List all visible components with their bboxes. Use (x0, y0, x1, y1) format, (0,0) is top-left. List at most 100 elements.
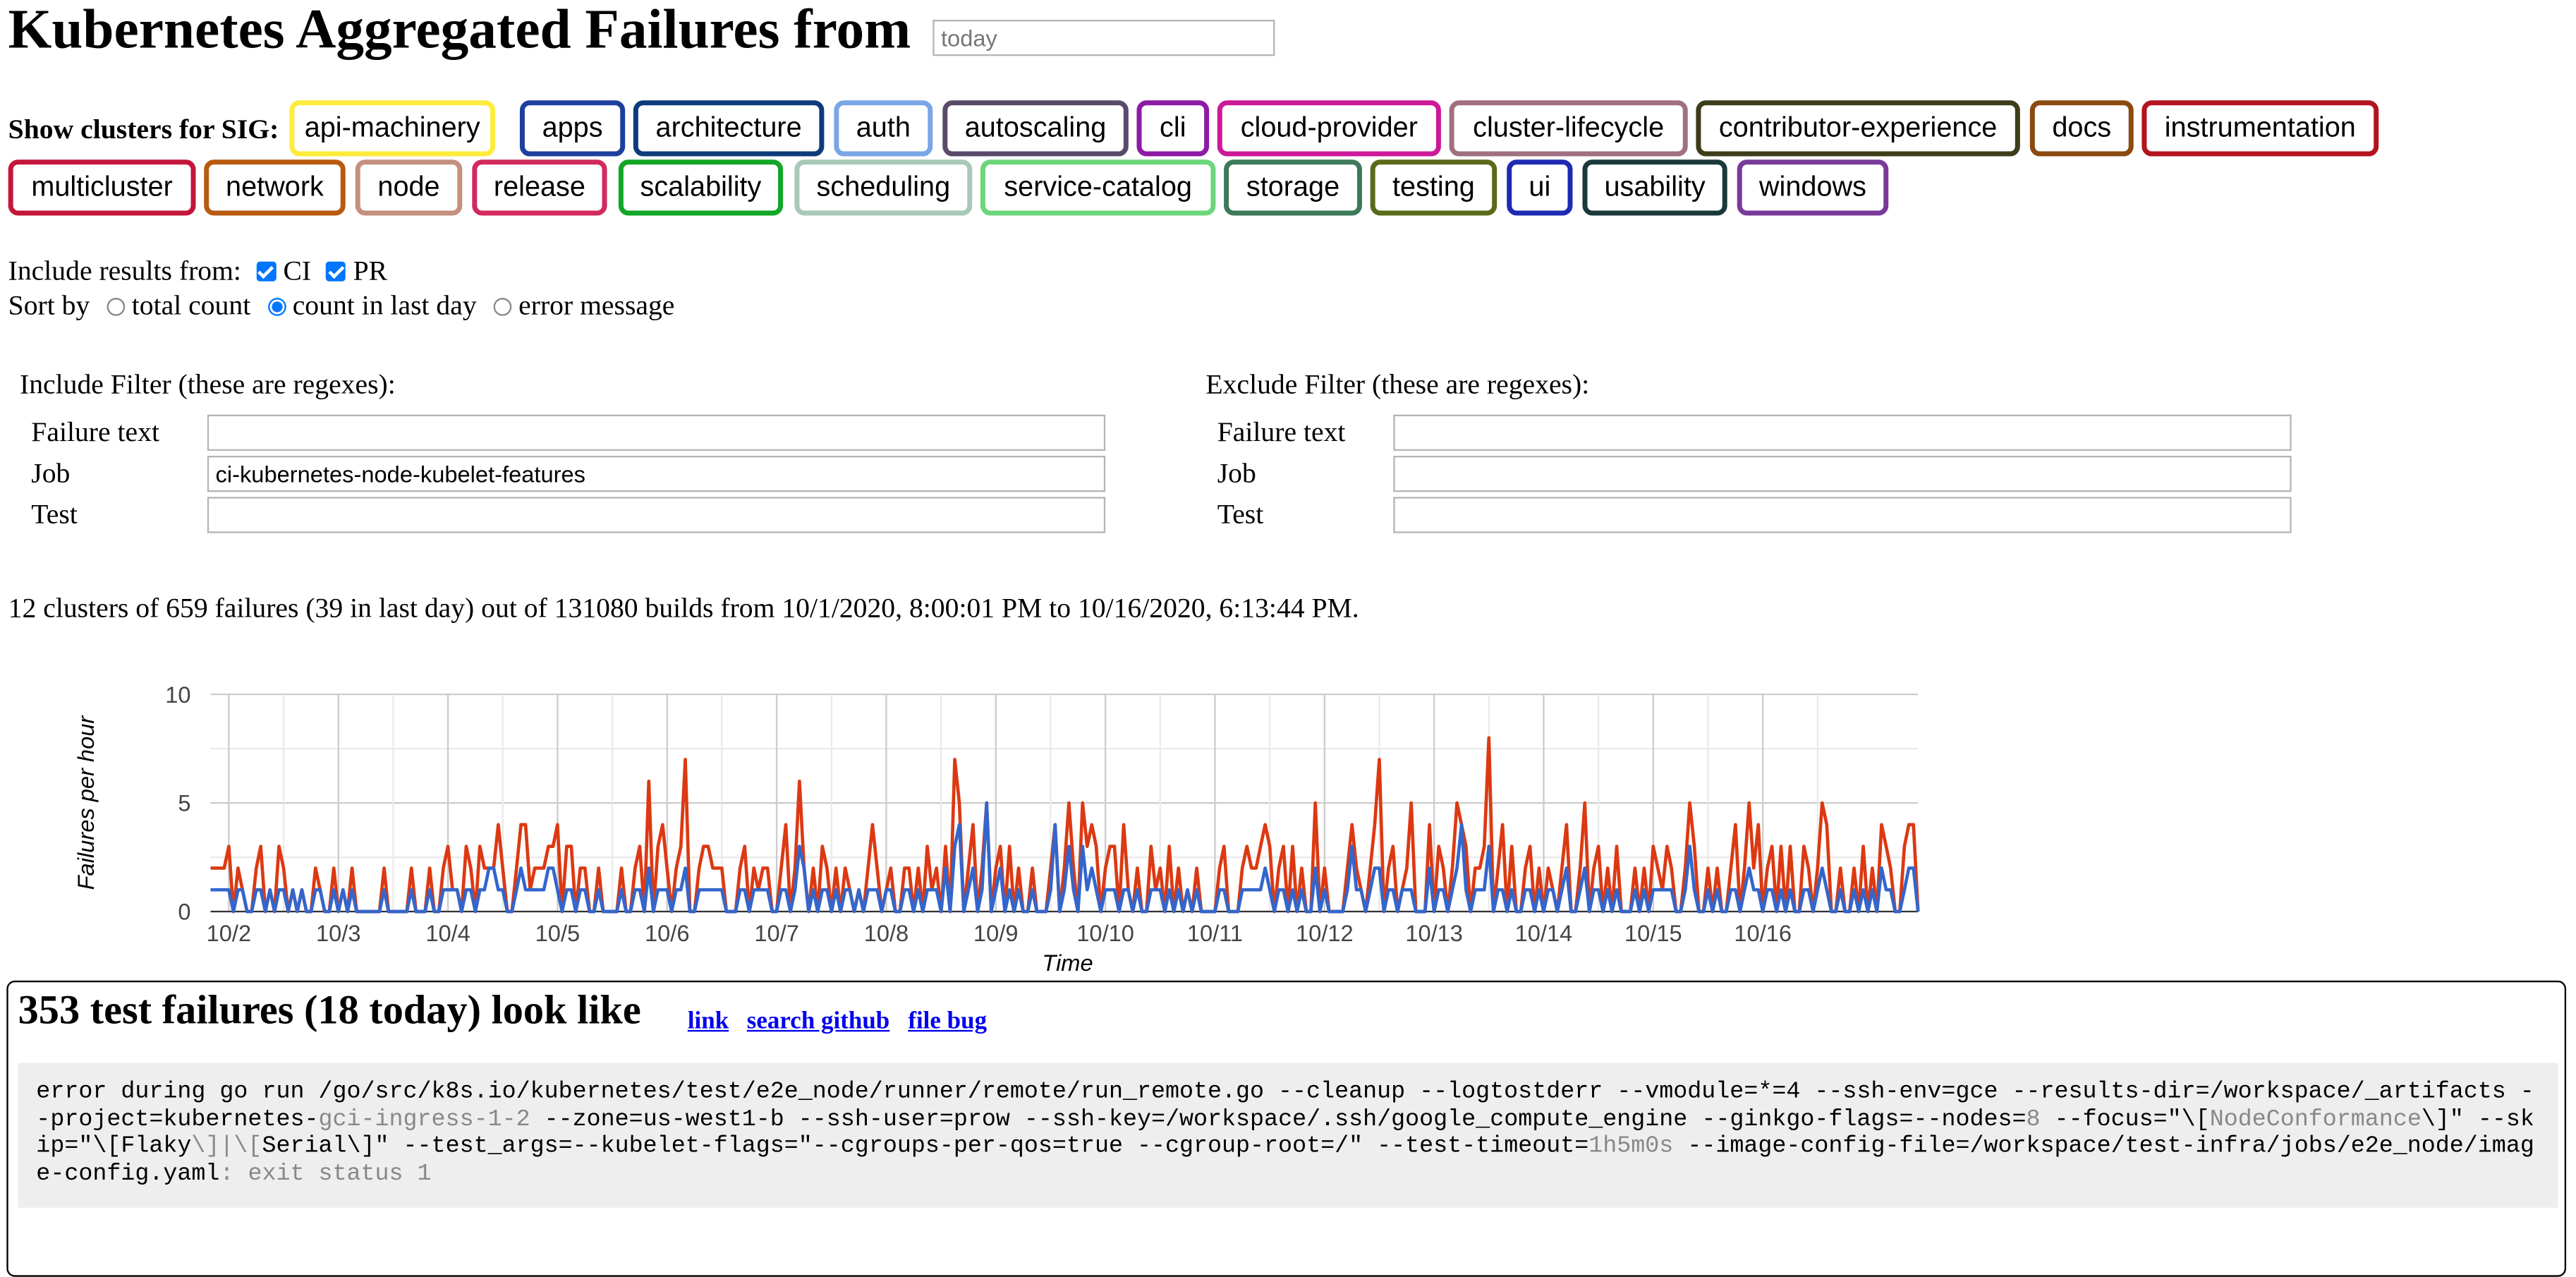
failure-text-block: error during go run /go/src/k8s.io/kuber… (18, 1063, 2558, 1208)
include-failure-text-label: Failure text (31, 416, 159, 448)
sig-button-cloud-provider[interactable]: cloud-provider (1217, 100, 1441, 157)
sig-button-windows[interactable]: windows (1737, 159, 1889, 216)
summary-text: 12 clusters of 659 failures (39 in last … (8, 592, 1359, 624)
sort-row: Sort by total count count in last day er… (8, 289, 675, 322)
sig-button-scheduling[interactable]: scheduling (794, 159, 973, 216)
page-title: Kubernetes Aggregated Failures from (8, 0, 911, 61)
include-failure-text-input[interactable] (207, 414, 1106, 451)
sig-button-cli[interactable]: cli (1136, 100, 1210, 157)
cluster-link[interactable]: link (687, 1008, 729, 1035)
series-line-0 (210, 736, 1920, 914)
failure-text-dim: 8 (2026, 1106, 2041, 1133)
x-tick-label: 10/9 (973, 920, 1019, 946)
sig-button-storage[interactable]: storage (1224, 159, 1362, 216)
x-tick-label: 10/7 (754, 920, 799, 946)
x-tick-label: 10/12 (1296, 920, 1354, 946)
sig-button-apps[interactable]: apps (519, 100, 626, 157)
sig-button-service-catalog[interactable]: service-catalog (980, 159, 1216, 216)
x-tick-label: 10/10 (1076, 920, 1134, 946)
sig-button-node[interactable]: node (355, 159, 463, 216)
chart-y-ticks: 0 5 10 (165, 682, 190, 925)
sig-button-contributor-experience[interactable]: contributor-experience (1696, 100, 2020, 157)
failure-text-segment: --zone=us-west1-b --ssh-user=prow --ssh-… (530, 1106, 2027, 1133)
sig-button-release[interactable]: release (472, 159, 607, 216)
sort-error-message-radio[interactable] (493, 298, 512, 316)
x-tick-label: 10/16 (1734, 920, 1792, 946)
search-github-link[interactable]: search github (746, 1008, 890, 1035)
failure-text-segment: \]" --skip="\[Flaky (36, 1106, 2534, 1161)
sort-label: Sort by (8, 289, 90, 321)
exclude-test-input[interactable] (1393, 497, 2292, 533)
include-test-label: Test (31, 498, 78, 530)
x-tick-label: 10/13 (1405, 920, 1463, 946)
results-source-label: Include results from: (8, 255, 241, 286)
cluster-heading: 353 test failures (18 today) look like (18, 988, 641, 1034)
failure-text-dim: NodeConformance (2209, 1106, 2422, 1133)
failure-text-segment: --image-config-file=/workspace/test-infr… (36, 1133, 2534, 1187)
failure-text-dim: 1h5m0s (1588, 1133, 1674, 1161)
results-source-row: Include results from: CI PR (8, 255, 387, 288)
y-tick-label: 0 (178, 899, 190, 925)
x-tick-label: 10/8 (864, 920, 909, 946)
sort-last-day-radio[interactable] (267, 298, 286, 316)
x-tick-label: 10/11 (1187, 920, 1243, 946)
file-bug-link[interactable]: file bug (908, 1008, 988, 1035)
x-tick-label: 10/5 (535, 920, 580, 946)
chart-x-ticks: 10/2 10/3 10/4 10/5 10/6 10/7 10/8 10/9 10/10 10/… (207, 920, 1792, 946)
sig-filter-label: Show clusters for SIG: (8, 113, 279, 145)
y-tick-label: 10 (165, 682, 190, 708)
pr-checkbox[interactable] (326, 261, 346, 282)
include-job-label: Job (31, 457, 71, 489)
chart-y-axis-label: Failures per hour (73, 715, 99, 890)
ci-checkbox-label: CI (283, 255, 312, 286)
exclude-test-label: Test (1217, 498, 1264, 530)
chart-grid (210, 693, 1919, 913)
failure-text-dim: : exit status 1 (219, 1161, 432, 1187)
exclude-failure-text-input[interactable] (1393, 414, 2292, 451)
exclude-job-input[interactable] (1393, 455, 2292, 492)
include-job-input[interactable]: ci-kubernetes-node-kubelet-features (207, 455, 1106, 492)
sig-button-api-machinery[interactable]: api-machinery (289, 100, 495, 157)
sig-button-autoscaling[interactable]: autoscaling (942, 100, 1129, 157)
sig-button-multicluster[interactable]: multicluster (8, 159, 196, 216)
exclude-job-label: Job (1217, 457, 1256, 489)
sig-button-ui[interactable]: ui (1507, 159, 1573, 216)
failure-text-segment: Serial\]" --test_args=--kubelet-flags="-… (262, 1133, 1589, 1161)
exclude-failure-text-label: Failure text (1217, 416, 1346, 448)
sig-button-testing[interactable]: testing (1370, 159, 1497, 216)
sig-button-usability[interactable]: usability (1582, 159, 1727, 216)
sig-button-instrumentation[interactable]: instrumentation (2141, 100, 2379, 157)
include-test-input[interactable] (207, 497, 1106, 533)
pr-checkbox-label: PR (353, 255, 388, 286)
x-tick-label: 10/15 (1624, 920, 1682, 946)
ci-checkbox[interactable] (256, 261, 277, 282)
sort-total-count-radio[interactable] (107, 298, 125, 316)
y-tick-label: 5 (178, 790, 190, 816)
x-tick-label: 10/3 (316, 920, 361, 946)
sig-button-cluster-lifecycle[interactable]: cluster-lifecycle (1449, 100, 1688, 157)
date-input[interactable]: today (932, 19, 1275, 56)
sig-button-auth[interactable]: auth (834, 100, 933, 157)
sig-button-architecture[interactable]: architecture (633, 100, 825, 157)
include-filter-title: Include Filter (these are regexes): (19, 368, 396, 400)
x-tick-label: 10/14 (1515, 920, 1573, 946)
exclude-filter-title: Exclude Filter (these are regexes): (1205, 368, 1590, 400)
chart-series (210, 736, 1920, 914)
failure-cluster-card: 353 test failures (18 today) look like l… (6, 980, 2567, 1277)
failure-text-dim: \]|\[ (191, 1133, 262, 1161)
sort-last-day-label: count in last day (292, 289, 477, 321)
x-tick-label: 10/6 (645, 920, 690, 946)
sig-button-network[interactable]: network (204, 159, 346, 216)
sort-total-count-label: total count (131, 289, 251, 321)
chart-x-axis-label: Time (1042, 950, 1093, 976)
series-line-1 (210, 801, 1920, 914)
failure-text-segment: error during go run /go/src/k8s.io/kuber… (36, 1079, 2534, 1133)
sort-error-message-label: error message (518, 289, 675, 321)
failure-text-dim: gci-ingress-1-2 (318, 1106, 530, 1133)
x-tick-label: 10/2 (207, 920, 252, 946)
x-tick-label: 10/4 (425, 920, 470, 946)
sig-button-scalability[interactable]: scalability (618, 159, 784, 216)
sig-button-docs[interactable]: docs (2029, 100, 2134, 157)
